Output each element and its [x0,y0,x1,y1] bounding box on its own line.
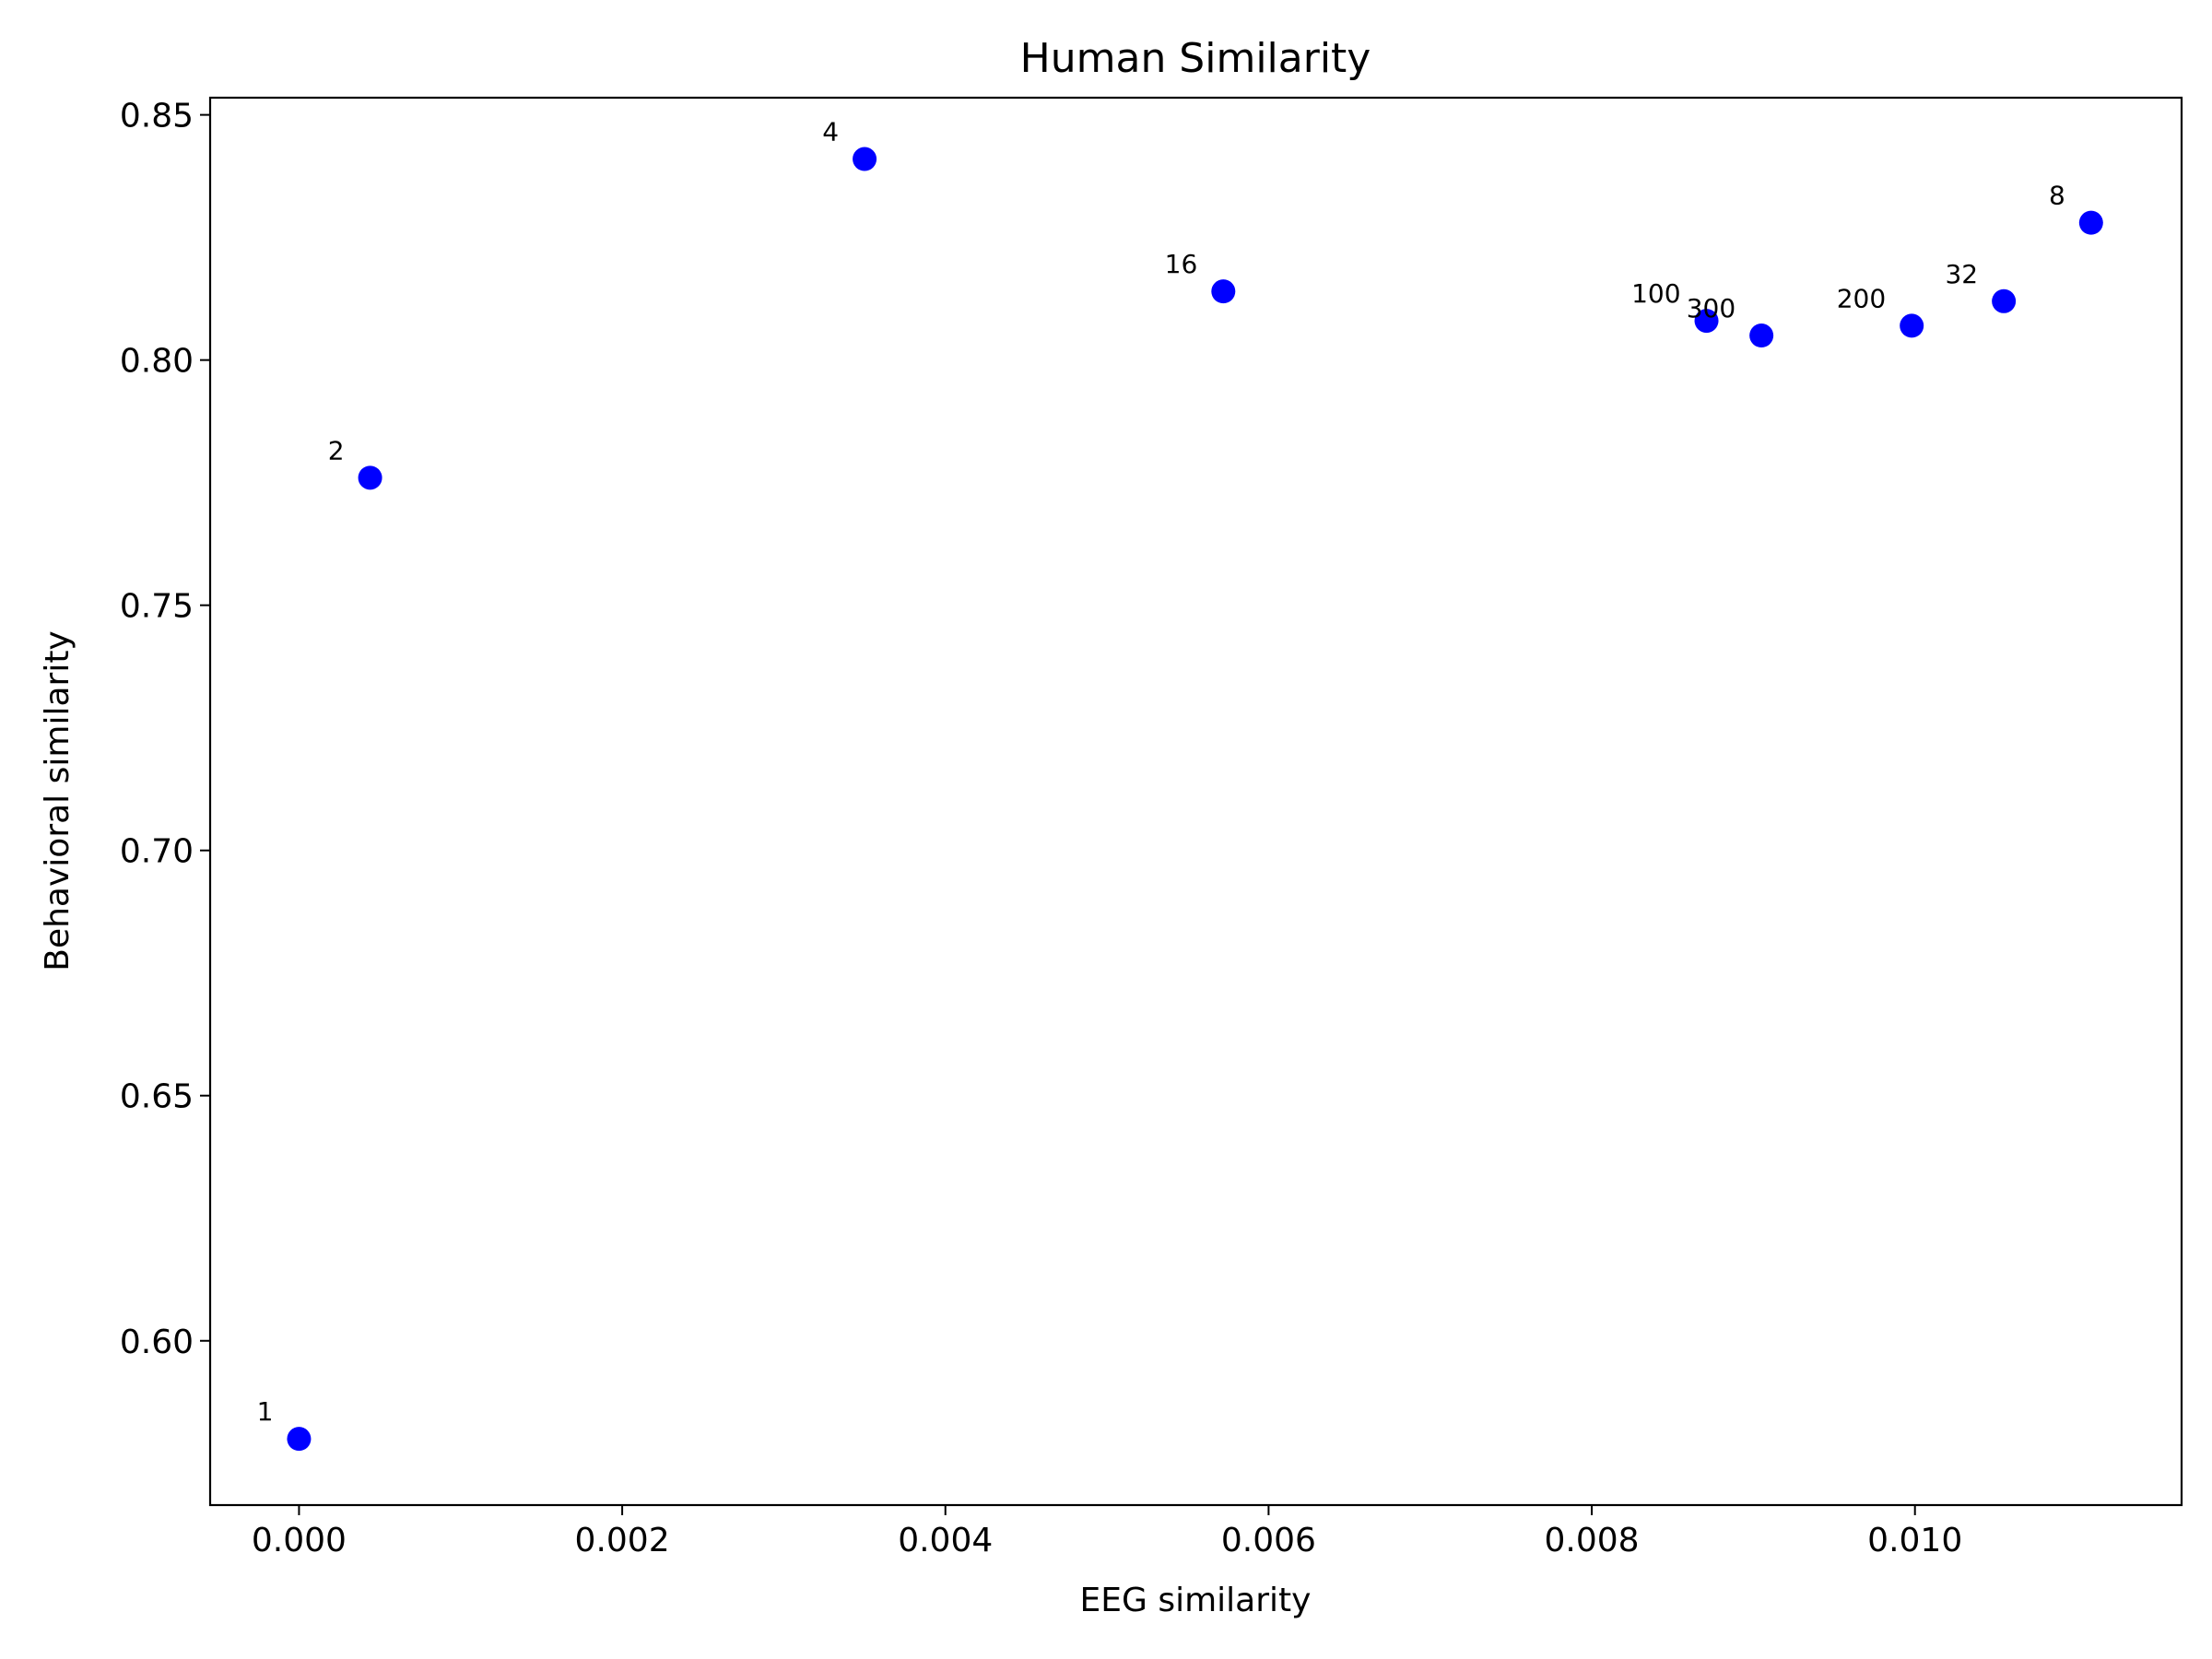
data-point [358,465,382,490]
chart-title: Human Similarity [1020,35,1371,82]
y-tick-label: 0.75 [120,588,194,626]
data-point [1992,288,2017,313]
y-tick-label: 0.85 [120,98,194,135]
x-tick-label: 0.008 [1545,1522,1640,1559]
data-point [1900,313,1924,338]
x-tick-label: 0.004 [898,1522,993,1559]
x-tick-label: 0.010 [1867,1522,1962,1559]
y-tick-label: 0.65 [120,1078,194,1116]
point-label: 1 [257,1396,274,1427]
data-point [287,1427,312,1452]
data-point [1749,324,1774,348]
point-label: 16 [1165,249,1198,279]
y-tick-label: 0.60 [120,1324,194,1361]
point-label: 32 [1945,259,1978,289]
data-point [853,147,877,171]
x-tick-label: 0.006 [1221,1522,1316,1559]
point-label: 8 [2049,181,2065,211]
x-tick-label: 0.002 [575,1522,670,1559]
x-tick-label: 0.000 [252,1522,347,1559]
x-axis-ticks: 0.000 0.002 0.004 0.006 0.008 0.010 [252,1505,1962,1559]
point-label: 2 [328,435,345,465]
point-label: 4 [822,117,839,147]
x-axis-label: EEG similarity [1080,1582,1312,1619]
y-axis-label: Behavioral similarity [39,630,76,971]
point-label: 300 [1687,293,1735,324]
data-point [1211,279,1236,304]
y-tick-label: 0.70 [120,833,194,871]
data-points [287,147,2103,1452]
point-label: 100 [1631,278,1680,309]
data-point [1694,309,1719,334]
data-point [2078,210,2103,235]
point-label: 200 [1837,283,1886,313]
plot-frame [208,96,2183,1507]
y-tick-label: 0.80 [120,343,194,381]
y-axis-ticks: 0.60 0.65 0.70 0.75 0.80 0.85 [120,98,210,1361]
point-labels: 1 2 4 8 16 32 100 200 300 [257,117,2065,1428]
